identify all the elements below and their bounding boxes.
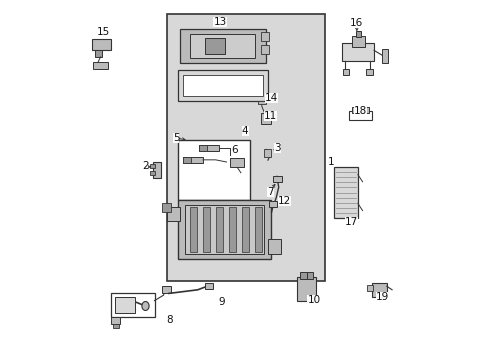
Text: 11: 11 [263, 111, 277, 121]
Bar [300, 272, 306, 279]
Bar [199, 145, 219, 151]
Text: 13: 13 [213, 17, 226, 27]
Bar [149, 164, 155, 168]
Bar [204, 38, 224, 54]
Bar [229, 207, 235, 252]
Bar [306, 272, 313, 279]
Bar [190, 34, 255, 58]
Bar [115, 297, 134, 313]
Bar [178, 200, 271, 259]
Text: 6: 6 [231, 145, 238, 155]
Bar [366, 285, 373, 291]
Bar [111, 317, 120, 324]
Bar [113, 324, 118, 328]
Bar [179, 29, 265, 63]
Text: 9: 9 [218, 297, 224, 307]
Text: 12: 12 [278, 196, 291, 206]
Bar [272, 176, 281, 182]
Ellipse shape [142, 302, 149, 311]
Text: 1: 1 [327, 157, 334, 167]
Bar [381, 49, 387, 63]
Bar [162, 203, 170, 212]
Bar [91, 39, 111, 50]
Bar [268, 201, 276, 207]
Bar [190, 207, 197, 252]
Bar [230, 158, 244, 167]
Text: 8: 8 [166, 315, 173, 325]
Bar [260, 113, 270, 124]
Bar [255, 207, 261, 252]
Text: 18: 18 [353, 106, 366, 116]
Bar [334, 167, 357, 218]
Bar [242, 207, 248, 252]
Bar [352, 36, 365, 47]
Bar [363, 107, 368, 113]
Bar [183, 157, 203, 163]
Bar [366, 69, 372, 75]
Bar [93, 62, 107, 69]
Bar [95, 50, 102, 57]
Text: 7: 7 [266, 186, 273, 197]
Bar [203, 207, 209, 252]
Bar [183, 157, 190, 163]
Bar [341, 43, 373, 61]
Bar [153, 162, 161, 178]
Bar [342, 69, 348, 75]
Text: 2: 2 [142, 161, 148, 171]
Bar [178, 140, 249, 200]
Bar [216, 207, 223, 252]
Text: 16: 16 [349, 18, 363, 28]
Bar [204, 283, 212, 289]
Text: 4: 4 [242, 126, 248, 136]
Text: 14: 14 [264, 93, 277, 103]
Bar [352, 107, 357, 113]
Bar [371, 283, 386, 297]
Bar [260, 45, 268, 54]
Bar [296, 277, 316, 301]
Bar [185, 205, 264, 254]
Bar [258, 101, 265, 104]
Text: 10: 10 [307, 294, 320, 305]
Text: 3: 3 [274, 143, 281, 153]
Bar [348, 111, 371, 120]
Bar [183, 75, 262, 96]
Bar [167, 14, 325, 281]
Bar [167, 207, 179, 221]
Bar [111, 293, 154, 317]
Bar [178, 70, 267, 101]
Text: 5: 5 [172, 133, 179, 143]
Bar [264, 149, 271, 157]
Bar [355, 31, 361, 37]
Bar [149, 171, 155, 175]
Bar [260, 32, 268, 41]
Text: 15: 15 [97, 27, 110, 37]
Bar [199, 145, 206, 151]
Text: 17: 17 [344, 217, 357, 228]
Text: 19: 19 [375, 292, 388, 302]
Bar [162, 286, 170, 293]
Bar [267, 239, 280, 254]
